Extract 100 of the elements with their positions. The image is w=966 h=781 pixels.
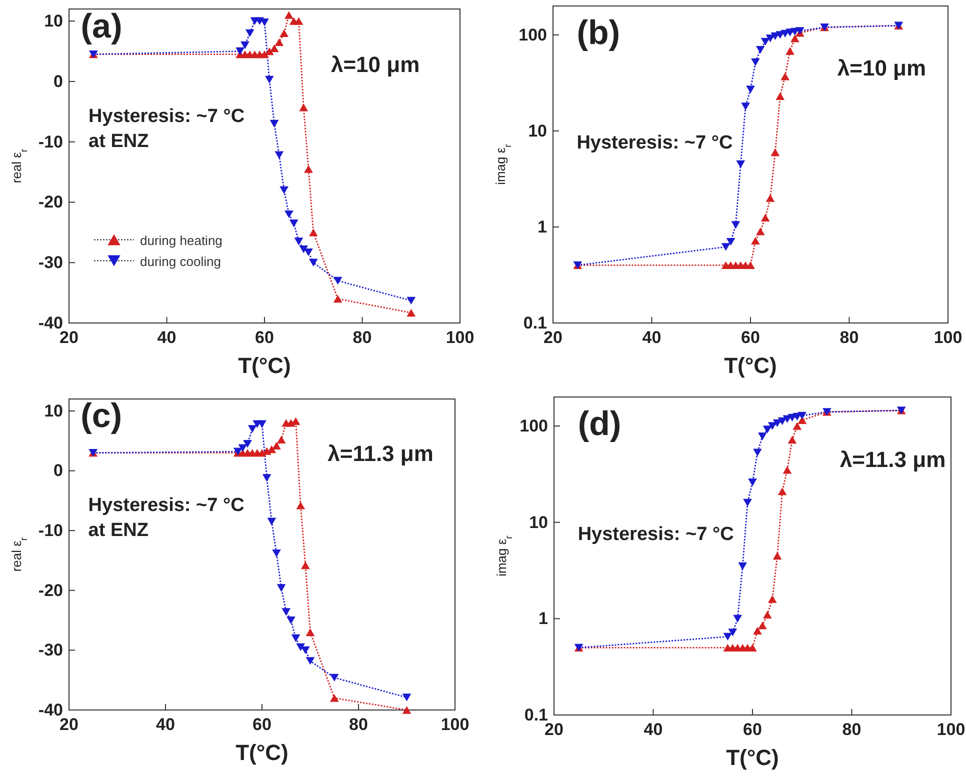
point bbox=[284, 210, 294, 218]
point bbox=[236, 47, 244, 56]
annotation: (c) bbox=[80, 396, 122, 435]
point bbox=[276, 436, 286, 444]
point bbox=[731, 221, 740, 229]
point bbox=[770, 148, 780, 156]
y-tick-label: 10 bbox=[44, 12, 63, 31]
point bbox=[751, 58, 760, 66]
x-tick-label: 60 bbox=[255, 328, 274, 348]
x-tick-label: 100 bbox=[934, 328, 962, 348]
point bbox=[788, 436, 797, 444]
point bbox=[274, 38, 284, 46]
point bbox=[274, 151, 284, 159]
y-tick-label: -20 bbox=[38, 580, 63, 600]
annotation: Hysteresis: ~7 °C bbox=[88, 494, 245, 516]
x-axis-title: T(°C) bbox=[236, 740, 288, 765]
point bbox=[402, 706, 412, 714]
point bbox=[780, 72, 790, 80]
point bbox=[291, 634, 300, 642]
annotation: (b) bbox=[576, 14, 620, 52]
annotation: Hysteresis: ~7 °C bbox=[576, 132, 733, 154]
y-tick-label: -10 bbox=[38, 521, 63, 540]
x-tick-label: 40 bbox=[157, 328, 176, 348]
point bbox=[758, 432, 767, 440]
point bbox=[741, 102, 750, 110]
y-tick-label: 0 bbox=[54, 72, 63, 91]
x-tick-label: 60 bbox=[252, 715, 272, 734]
x-axis-title: T(°C) bbox=[726, 745, 779, 770]
point bbox=[272, 442, 281, 450]
point bbox=[756, 228, 765, 236]
annotation: at ENZ bbox=[88, 520, 149, 541]
point bbox=[306, 628, 315, 636]
point bbox=[260, 50, 269, 58]
point bbox=[402, 694, 412, 702]
point bbox=[248, 425, 257, 433]
annotation: (a) bbox=[80, 7, 122, 46]
annotation: Hysteresis: ~7 °C bbox=[578, 524, 734, 546]
x-tick-label: 40 bbox=[156, 715, 175, 734]
point bbox=[772, 552, 782, 560]
point bbox=[330, 694, 339, 702]
point bbox=[294, 238, 304, 246]
point bbox=[743, 498, 752, 507]
x-tick-label: 80 bbox=[840, 328, 859, 348]
point bbox=[243, 440, 252, 448]
annotation: λ=10 μm bbox=[837, 56, 926, 81]
point bbox=[758, 622, 767, 630]
y-tick-label: -30 bbox=[38, 253, 63, 272]
annotation: λ=11.3 μm bbox=[328, 441, 434, 466]
y-tick-label: -10 bbox=[38, 132, 63, 152]
y-tick-label: 100 bbox=[518, 25, 547, 44]
point bbox=[790, 34, 800, 42]
point bbox=[240, 41, 250, 50]
point bbox=[264, 76, 274, 84]
point bbox=[308, 258, 318, 266]
point bbox=[296, 643, 306, 652]
point bbox=[333, 276, 342, 285]
point bbox=[333, 295, 342, 303]
point bbox=[245, 29, 254, 37]
point bbox=[262, 474, 272, 482]
point bbox=[406, 308, 416, 317]
point bbox=[798, 412, 807, 420]
point bbox=[776, 92, 785, 100]
point bbox=[267, 518, 276, 526]
point bbox=[753, 448, 762, 456]
point bbox=[721, 243, 730, 251]
y-tick-label: 0 bbox=[54, 461, 63, 480]
x-tick-label: 60 bbox=[743, 720, 762, 740]
point bbox=[406, 296, 416, 304]
point bbox=[762, 610, 772, 619]
point bbox=[299, 104, 308, 112]
point bbox=[238, 444, 248, 452]
point bbox=[284, 11, 294, 19]
point bbox=[289, 220, 298, 228]
point bbox=[299, 245, 308, 254]
x-tick-label: 40 bbox=[644, 720, 663, 740]
legend-label: during heating bbox=[140, 232, 222, 248]
point bbox=[296, 502, 306, 510]
y-tick-label: 1 bbox=[538, 217, 547, 236]
x-axis-title: T(°C) bbox=[724, 353, 777, 378]
legend-label: during cooling bbox=[140, 254, 221, 269]
point bbox=[762, 426, 772, 434]
annotation: Hysteresis: ~7 °C bbox=[88, 106, 245, 128]
y-tick-label: 10 bbox=[44, 401, 63, 420]
point bbox=[258, 420, 266, 428]
point bbox=[282, 608, 291, 616]
point bbox=[728, 628, 738, 636]
point bbox=[751, 236, 760, 245]
point bbox=[756, 46, 765, 54]
point bbox=[760, 214, 770, 222]
point bbox=[270, 120, 279, 128]
point bbox=[280, 186, 288, 194]
point bbox=[766, 194, 775, 202]
point bbox=[778, 487, 787, 496]
annotation: λ=11.3 μm bbox=[840, 446, 946, 472]
point bbox=[308, 228, 318, 236]
point bbox=[294, 17, 304, 25]
y-tick-label: -30 bbox=[38, 640, 63, 660]
x-tick-label: 80 bbox=[842, 720, 862, 740]
point bbox=[276, 584, 286, 592]
x-tick-label: 100 bbox=[446, 328, 474, 348]
